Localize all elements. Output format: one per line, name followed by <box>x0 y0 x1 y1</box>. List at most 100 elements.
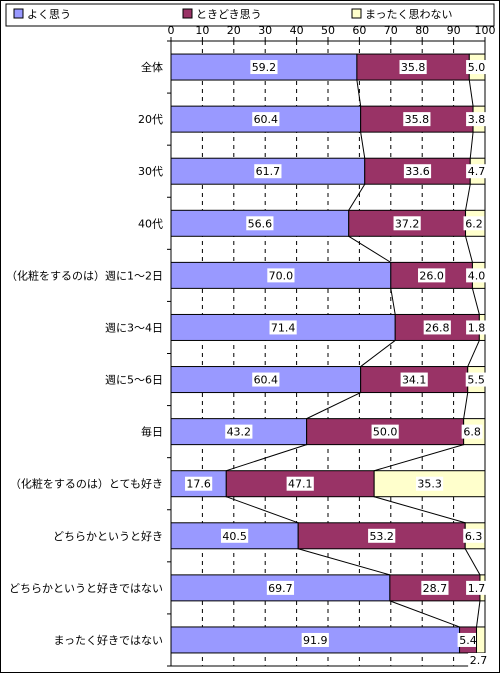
legend-swatch <box>13 8 24 19</box>
data-label-bg <box>463 216 485 231</box>
data-label: 5.0 <box>468 61 486 74</box>
data-label: 2.7 <box>470 654 488 667</box>
data-label: 35.8 <box>405 113 430 126</box>
series-connector <box>476 600 481 628</box>
data-label: 5.5 <box>467 374 485 387</box>
data-label: 35.3 <box>417 478 442 491</box>
legend-swatch <box>351 8 362 19</box>
data-label-bg <box>185 476 213 491</box>
data-label-bg <box>468 652 489 667</box>
data-label-bg <box>266 580 295 595</box>
series-connector <box>390 288 396 315</box>
data-label-bg <box>403 112 431 127</box>
legend-label: まったく思わない <box>365 8 453 21</box>
x-tick-label: 20 <box>227 24 241 37</box>
data-label: 91.9 <box>303 634 328 647</box>
data-label-bg <box>418 268 446 283</box>
series-connector <box>226 444 307 472</box>
data-label-bg <box>267 268 295 283</box>
category-label: 20代 <box>138 113 163 126</box>
data-label-bg <box>399 60 427 75</box>
data-label-bg <box>400 372 428 387</box>
x-tick-label: 0 <box>168 24 175 37</box>
data-label-bg <box>423 320 451 335</box>
series-connector <box>226 496 299 524</box>
data-label-bg <box>252 112 280 127</box>
data-label: 34.1 <box>402 374 427 387</box>
series-connector <box>389 600 460 628</box>
x-tick-label: 90 <box>447 24 461 37</box>
data-label: 5.4 <box>459 634 477 647</box>
legend-label: よく思う <box>27 8 71 21</box>
data-label-bg <box>466 320 487 335</box>
data-label: 17.6 <box>186 478 211 491</box>
category-label: どちらかというと好き <box>53 529 163 543</box>
data-label: 59.2 <box>252 61 277 74</box>
data-label-bg <box>461 424 483 439</box>
category-label: （化粧をするのは）週に1～2日 <box>6 268 163 282</box>
data-label-bg <box>403 164 432 179</box>
data-label: 6.3 <box>465 530 483 543</box>
data-label-bg <box>466 580 487 595</box>
data-label-bg <box>457 632 479 647</box>
series-connector <box>464 548 481 576</box>
data-label-bg <box>393 216 421 231</box>
data-label-bg <box>269 320 297 335</box>
series-connector <box>467 340 480 367</box>
data-label: 4.7 <box>468 165 486 178</box>
data-label-bg <box>466 112 487 127</box>
x-tick-label: 70 <box>384 24 398 37</box>
x-tick-label: 30 <box>258 24 272 37</box>
data-label: 4.0 <box>468 269 486 282</box>
data-label: 26.8 <box>425 321 450 334</box>
series-connector <box>469 132 474 159</box>
series-connector <box>360 132 366 159</box>
data-label: 71.4 <box>271 321 296 334</box>
x-tick-label: 60 <box>352 24 366 37</box>
category-label: （化粧をするのは）とても好き <box>10 477 163 491</box>
data-label-bg <box>465 372 487 387</box>
data-label: 28.7 <box>423 582 448 595</box>
series-connector <box>356 79 362 107</box>
data-label: 6.8 <box>463 426 481 439</box>
category-label: どちらかというと好きではない <box>9 581 163 595</box>
bar-segment <box>306 418 465 446</box>
bar-segment <box>373 470 486 498</box>
bar-segment <box>225 470 375 498</box>
x-tick-label: 40 <box>290 24 304 37</box>
series-connector <box>374 496 466 524</box>
data-label-bg <box>286 476 314 491</box>
data-label-bg <box>466 164 487 179</box>
data-label: 50.0 <box>373 426 398 439</box>
x-tick-label: 100 <box>475 24 496 37</box>
category-label: 毎日 <box>141 426 163 439</box>
series-connector <box>298 548 390 576</box>
series-connector <box>348 235 392 263</box>
category-label: 40代 <box>138 217 163 230</box>
data-label-bg <box>466 60 487 75</box>
data-label: 26.0 <box>419 269 444 282</box>
data-label: 60.4 <box>254 374 279 387</box>
data-label-bg <box>421 580 449 595</box>
data-label-bg <box>225 424 253 439</box>
data-label-bg <box>466 268 487 283</box>
data-label: 60.4 <box>254 113 279 126</box>
category-label: 週に3～4日 <box>105 321 163 334</box>
data-label: 69.7 <box>268 582 293 595</box>
data-label: 37.2 <box>395 217 420 230</box>
data-label: 47.1 <box>288 478 313 491</box>
series-connector <box>471 288 480 315</box>
series-connector <box>306 392 361 420</box>
data-label: 35.8 <box>401 61 426 74</box>
series-connector <box>465 236 473 263</box>
data-label: 33.6 <box>405 165 430 178</box>
category-label: 30代 <box>138 165 163 178</box>
series-connector <box>463 392 469 419</box>
data-label: 1.8 <box>468 321 486 334</box>
category-label: 週に5～6日 <box>105 374 163 387</box>
data-label-bg <box>252 372 280 387</box>
data-label: 56.6 <box>248 217 273 230</box>
x-tick-label: 10 <box>195 24 209 37</box>
data-label: 53.2 <box>369 530 394 543</box>
